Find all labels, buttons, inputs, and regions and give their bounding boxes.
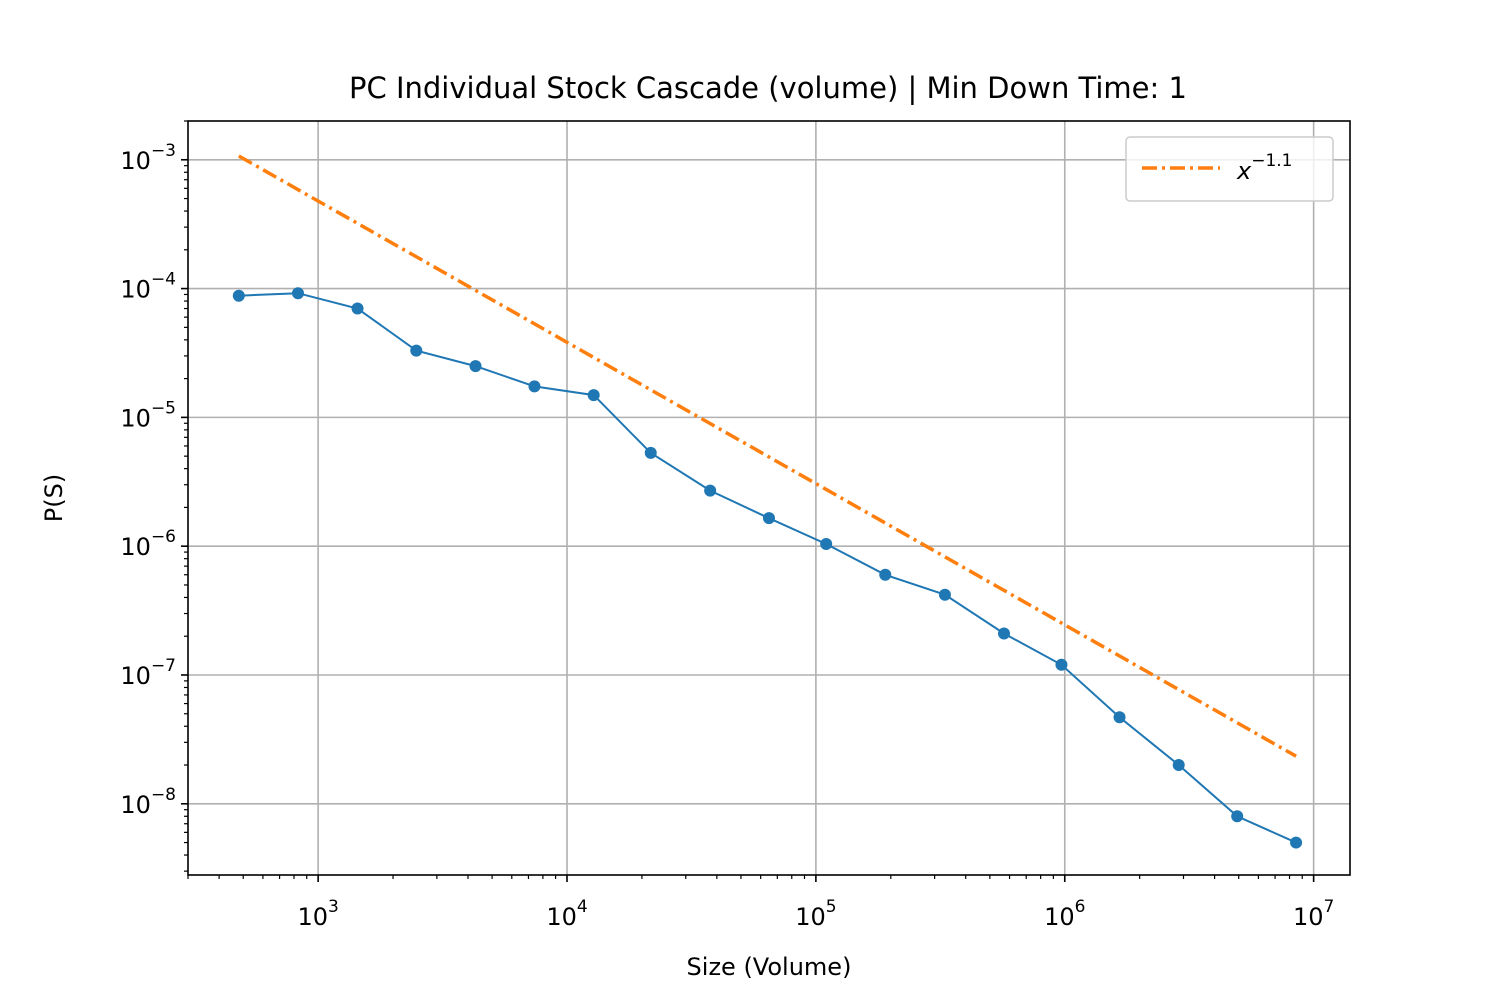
series-line-powerlaw-fit — [237, 154, 1297, 758]
y-tick-label: 10−5 — [120, 398, 176, 432]
legend-label-powerlaw: x−1.1 — [1236, 151, 1292, 185]
x-tick-label: 104 — [546, 897, 587, 931]
data-point — [1172, 759, 1185, 772]
data-point — [879, 568, 892, 581]
y-tick-label: 10−7 — [120, 656, 176, 690]
data-point — [1055, 658, 1068, 671]
y-tick-label: 10−6 — [120, 527, 176, 561]
data-point — [469, 360, 482, 373]
legend: x−1.1 — [1125, 136, 1334, 202]
y-tick-labels: 10−3 10−4 10−5 10−6 10−7 10−8 — [120, 141, 176, 819]
data-point — [528, 380, 541, 393]
x-tick-label: 106 — [1044, 897, 1085, 931]
grid — [188, 121, 1350, 875]
x-tick-label: 103 — [297, 897, 338, 931]
data-point — [644, 446, 657, 459]
y-tick-label: 10−4 — [120, 270, 176, 304]
data-point — [410, 344, 423, 357]
chart-title: PC Individual Stock Cascade (volume) | M… — [349, 71, 1187, 105]
legend-box — [1125, 136, 1334, 202]
x-tick-label: 105 — [795, 897, 836, 931]
axis-ticks — [181, 120, 1315, 882]
plot-frame — [187, 120, 1351, 876]
data-point — [938, 588, 951, 601]
y-tick-label: 10−3 — [120, 141, 176, 175]
data-point — [232, 289, 245, 302]
y-axis-label: P(S) — [40, 474, 68, 522]
x-axis-label: Size (Volume) — [687, 953, 852, 981]
data-point — [1290, 836, 1303, 849]
data-point — [762, 512, 775, 525]
data-point — [1231, 810, 1244, 823]
series-layer — [232, 154, 1303, 849]
data-point — [820, 537, 833, 550]
data-point — [704, 484, 717, 497]
x-tick-labels: 103 104 105 106 107 — [297, 897, 1334, 931]
series-line-data — [238, 292, 1297, 844]
x-tick-label: 107 — [1293, 897, 1334, 931]
data-point — [291, 287, 304, 300]
data-point — [1113, 711, 1126, 724]
y-tick-label: 10−8 — [120, 785, 176, 819]
data-point — [998, 627, 1011, 640]
data-point — [587, 389, 600, 402]
data-point — [351, 302, 364, 315]
